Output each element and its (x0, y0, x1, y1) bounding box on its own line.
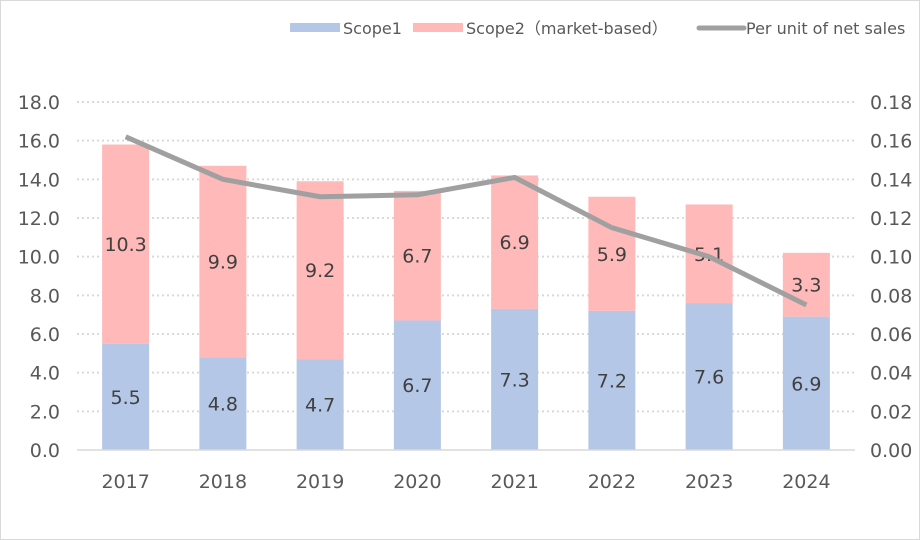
right-tick-label: 0.06 (870, 324, 912, 346)
x-tick-label: 2017 (101, 471, 149, 493)
right-tick-label: 0.00 (870, 440, 912, 462)
data-label: 6.7 (402, 246, 432, 268)
data-label: 6.9 (500, 232, 530, 254)
left-tick-label: 10.0 (18, 247, 60, 269)
bar-scope2-market-based- (782, 252, 830, 317)
bar-scope2-market-based- (102, 144, 150, 344)
x-tick-label: 2023 (685, 471, 733, 493)
left-tick-label: 8.0 (30, 285, 60, 307)
right-tick-label: 0.12 (870, 208, 912, 230)
data-label: 7.3 (500, 369, 530, 391)
data-label: 7.6 (694, 367, 724, 389)
data-label: 5.5 (111, 387, 141, 409)
data-label: 9.9 (208, 252, 238, 274)
legend-swatch (413, 23, 463, 32)
data-label: 4.7 (305, 395, 335, 417)
data-label: 4.8 (208, 394, 238, 416)
data-label: 7.2 (597, 370, 627, 392)
bar-scope1 (685, 303, 733, 450)
legend-label: Scope2（market-based） (466, 19, 668, 38)
left-tick-label: 6.0 (30, 324, 60, 346)
x-tick-label: 2018 (199, 471, 247, 493)
legend-swatch (290, 23, 340, 32)
x-tick-label: 2024 (782, 471, 830, 493)
left-tick-label: 4.0 (30, 363, 60, 385)
bar-scope1 (102, 343, 150, 450)
left-tick-label: 0.0 (30, 440, 60, 462)
x-tick-label: 2021 (490, 471, 538, 493)
bar-scope1 (393, 320, 441, 450)
bar-scope1 (491, 308, 539, 450)
x-tick-label: 2019 (296, 471, 344, 493)
right-tick-label: 0.04 (870, 363, 912, 385)
left-tick-label: 16.0 (18, 131, 60, 153)
data-label: 9.2 (305, 260, 335, 282)
x-tick-label: 2020 (393, 471, 441, 493)
left-tick-label: 2.0 (30, 401, 60, 423)
bar-scope1 (782, 316, 830, 450)
right-tick-label: 0.18 (870, 92, 912, 114)
legend-label: Per unit of net sales (746, 19, 905, 38)
bar-scope2-market-based- (588, 196, 636, 311)
bar-scope2-market-based- (491, 175, 539, 309)
bar-scope1 (296, 359, 344, 450)
right-tick-label: 0.02 (870, 401, 912, 423)
line-per-unit-of-net-sales (124, 134, 808, 308)
data-label: 6.9 (791, 373, 821, 395)
legend-label: Scope1 (343, 19, 402, 38)
data-label: 5.9 (597, 244, 627, 266)
bar-scope1 (588, 310, 636, 450)
bar-scope2-market-based- (393, 190, 441, 321)
x-tick-label: 2022 (588, 471, 636, 493)
right-tick-label: 0.10 (870, 247, 912, 269)
right-tick-label: 0.08 (870, 285, 912, 307)
left-tick-label: 14.0 (18, 169, 60, 191)
data-label: 6.7 (402, 375, 432, 397)
data-label: 10.3 (104, 234, 146, 256)
right-tick-label: 0.14 (870, 169, 912, 191)
right-tick-label: 0.16 (870, 131, 912, 153)
bar-scope2-market-based- (199, 165, 247, 358)
bar-scope1 (199, 357, 247, 450)
data-label: 3.3 (791, 275, 821, 297)
left-tick-label: 18.0 (18, 92, 60, 114)
bar-scope2-market-based- (296, 181, 344, 360)
left-tick-label: 12.0 (18, 208, 60, 230)
